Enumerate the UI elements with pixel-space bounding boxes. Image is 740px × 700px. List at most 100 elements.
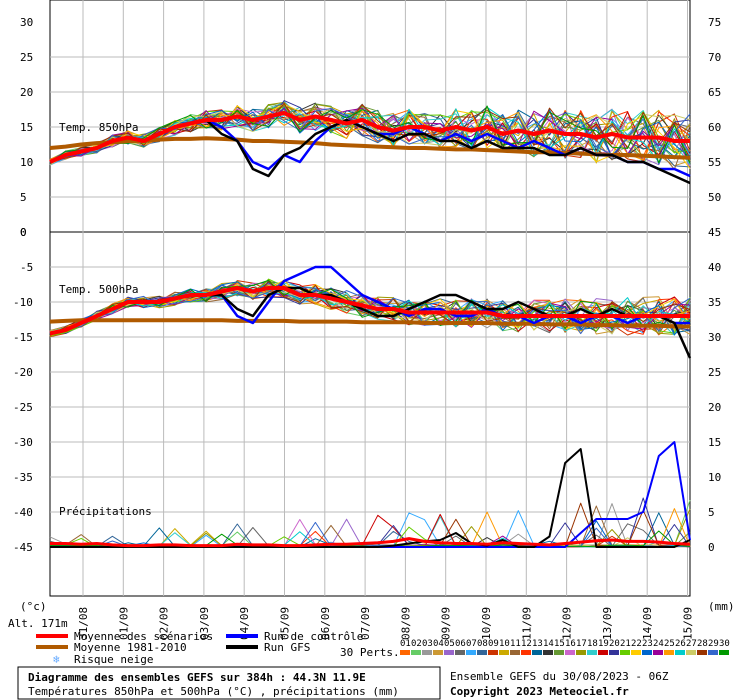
pert-swatch [466,650,476,655]
unit-left: (°c) [20,600,47,613]
pert-number: 06 [455,639,466,649]
y-tick-left-500: -10 [13,296,33,309]
y-tick-right-500: 25 [708,366,721,379]
legend-control-label: Run de contrôle [264,630,363,643]
pert-swatch [587,650,597,655]
y-tick-right-850: 50 [708,191,721,204]
pert-number: 23 [642,639,653,649]
pert-number: 03 [422,639,433,649]
pert-swatch [433,650,443,655]
pert-number: 26 [675,639,686,649]
pert-number: 11 [510,639,521,649]
y-tick-right-500: 40 [708,261,721,274]
pert-number: 07 [466,639,477,649]
x-tick-label: 02/09 [158,607,171,640]
snowflake-icon: ❄ [53,653,60,666]
y-tick-right-850: 55 [708,156,721,169]
pert-number: 29 [708,639,719,649]
perturbation-line-500 [49,279,691,334]
legend-swatch-mean [36,634,68,638]
y-tick-left-500: -25 [13,401,33,414]
y-tick-right-850: 75 [708,16,721,29]
pert-swatch [708,650,718,655]
pert-swatch [565,650,575,655]
pert-swatch [521,650,531,655]
pert-number: 25 [664,639,675,649]
x-tick-label: 07/09 [359,607,372,640]
pert-swatch [543,650,553,655]
pert-swatch [653,650,663,655]
pert-swatch [686,650,696,655]
pert-number: 19 [598,639,609,649]
pert-legend: 01 02 03 04 05 06 07 08 09 10 11 12 13 14 15 16 17 18 19 20… [400,639,730,655]
x-tick-label: 05/09 [279,607,292,640]
x-tick-label: 31/08 [77,607,90,640]
pert-swatch [675,650,685,655]
pert-number: 16 [565,639,576,649]
pert-swatch [576,650,586,655]
pert-swatch [510,650,520,655]
x-tick-label: 13/09 [601,607,614,640]
panel-500-frame [49,231,691,597]
unit-right: (mm) [708,600,735,613]
pert-swatch [455,650,465,655]
label-temp-500: Temp. 500hPa [59,283,138,296]
pert-number: 15 [554,639,565,649]
pert-swatch [444,650,454,655]
pert-number: 20 [609,639,620,649]
perturbation-line-850 [49,102,691,162]
y-tick-left-500: -5 [20,261,33,274]
pert-swatch [422,650,432,655]
y-tick-left-500: -40 [13,506,33,519]
y-tick-right-500: 20 [708,401,721,414]
y-tick-left-850: 25 [20,51,33,64]
legend-swatch-gfs [226,645,258,649]
pert-swatch [411,650,421,655]
pert-swatch [400,650,410,655]
series-500-1 [49,318,690,329]
pert-number: 05 [444,639,455,649]
pert-number: 28 [697,639,708,649]
label-precip: Précipitations [59,505,152,518]
y-tick-right-850: 70 [708,51,721,64]
legend-swatch-control [226,634,258,638]
y-tick-right-500: 35 [708,296,721,309]
pert-swatch [664,650,674,655]
series-500-0 [49,286,690,336]
pert-number: 27 [686,639,697,649]
x-tick-label: 08/09 [399,607,412,640]
series-lines [49,100,692,548]
x-tick-label: 15/09 [682,607,695,640]
x-tick-label: 14/09 [641,607,654,640]
pert-swatch [488,650,498,655]
pert-swatch [609,650,619,655]
legend-mean-label: Moyenne des scénarios [74,630,213,643]
y-tick-left-850: 15 [20,121,33,134]
legend-snow-label: Risque neige [74,653,153,666]
pert-number: 13 [532,639,543,649]
pert-number: 12 [521,639,532,649]
pert-number: 18 [587,639,598,649]
x-tick-label: 10/09 [480,607,493,640]
series-850-0 [49,111,690,164]
legend: Moyenne des scénarios Moyenne 1981-2010 … [36,630,730,666]
pert-number: 14 [543,639,554,649]
altitude-label: Alt. 171m [8,617,68,630]
pert-number: 08 [477,639,488,649]
x-tick-label: 09/09 [440,607,453,640]
label-temp-850: Temp. 850hPa [59,121,138,134]
series-precip-0 [50,537,691,548]
pert-swatch [554,650,564,655]
pert-number: 17 [576,639,587,649]
legend-swatch-clim [36,645,68,649]
copyright: Copyright 2023 Meteociel.fr [450,685,629,698]
x-tick-label: 12/09 [561,607,574,640]
pert-number: 21 [620,639,631,649]
pert-swatch [598,650,608,655]
y-tick-left-500: -30 [13,436,33,449]
y-tick-right-500: 0 [708,541,715,554]
x-tick-label: 03/09 [198,607,211,640]
y-tick-right-850: 65 [708,86,721,99]
y-tick-left-850-zero: 0 [20,226,27,239]
